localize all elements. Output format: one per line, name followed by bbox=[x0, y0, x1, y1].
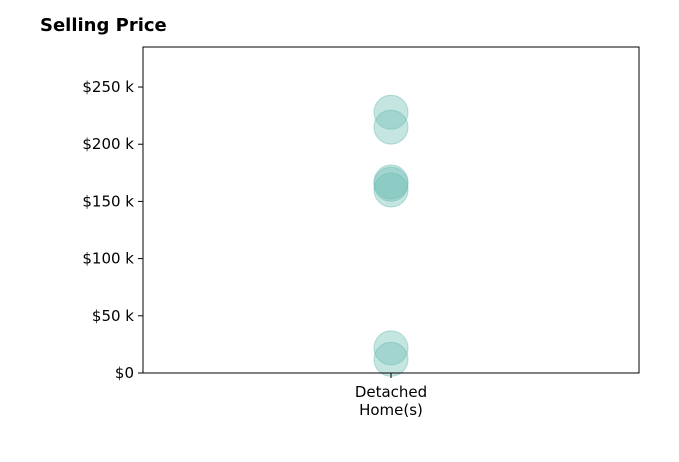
y-tick-label: $0 bbox=[115, 364, 134, 382]
data-points bbox=[373, 94, 409, 377]
y-tick-label: $50 k bbox=[92, 307, 134, 325]
x-tick-label: Detached Home(s) bbox=[355, 383, 427, 419]
data-point bbox=[373, 341, 409, 377]
y-tick-label: $150 k bbox=[82, 192, 134, 210]
data-point bbox=[373, 330, 409, 366]
x-axis: Detached Home(s) bbox=[355, 373, 427, 419]
y-tick-label: $200 k bbox=[82, 135, 134, 153]
data-point bbox=[373, 109, 409, 145]
data-point bbox=[373, 94, 409, 130]
y-tick-label: $250 k bbox=[82, 78, 134, 96]
chart-title: Selling Price bbox=[40, 15, 167, 36]
y-tick-label: $100 k bbox=[82, 250, 134, 268]
y-axis: $0 $50 k $100 k $150 k $200 k $250 k bbox=[82, 78, 143, 382]
data-point bbox=[373, 172, 409, 208]
